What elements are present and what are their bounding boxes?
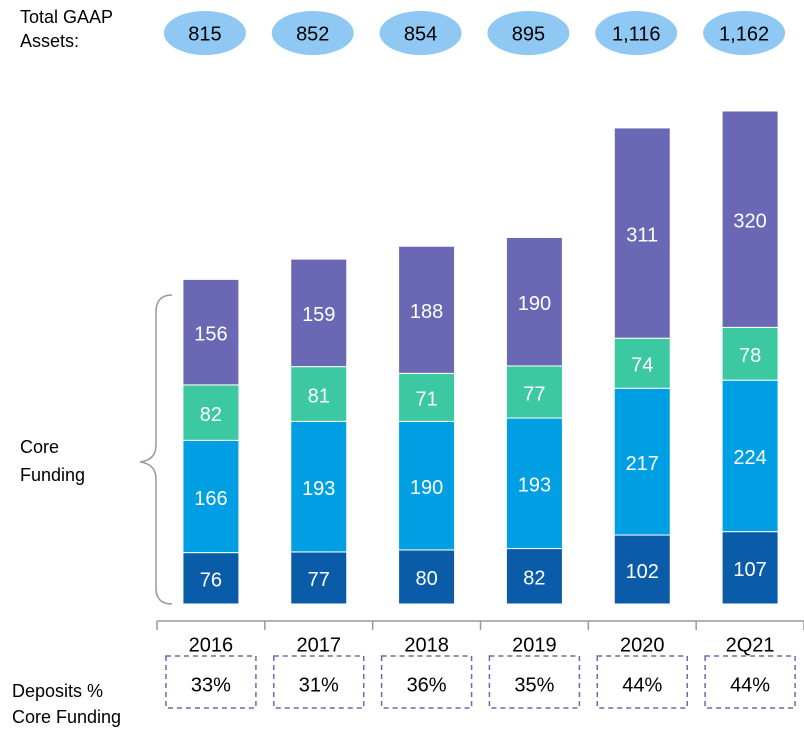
bar-segment xyxy=(398,245,456,374)
value-label: 78 xyxy=(739,345,761,367)
value-label: 320 xyxy=(733,210,766,232)
bar-segment xyxy=(613,337,671,389)
asset-bubble xyxy=(379,11,462,55)
assets-label: Total GAAP xyxy=(20,7,113,27)
deposit-box xyxy=(273,655,365,709)
value-label: 166 xyxy=(194,488,227,510)
bracket xyxy=(139,294,173,605)
bar-segment xyxy=(613,127,671,339)
deposits-label: Deposits % xyxy=(12,681,103,701)
bar-segment xyxy=(290,420,348,553)
bar-segment xyxy=(721,531,779,605)
deposit-value: 35% xyxy=(514,674,554,696)
value-label: 193 xyxy=(518,475,551,497)
deposit-box xyxy=(704,655,796,709)
deposit-value: 44% xyxy=(622,674,662,696)
bar-segment xyxy=(290,258,348,368)
x-tick-label: 2019 xyxy=(512,634,557,656)
value-label: 159 xyxy=(302,304,335,326)
asset-bubble xyxy=(163,11,246,55)
value-label: 156 xyxy=(194,323,227,345)
asset-bubble xyxy=(271,11,354,55)
value-label: 107 xyxy=(733,559,766,581)
value-label: 224 xyxy=(733,447,766,469)
bar-segment xyxy=(290,366,348,422)
value-label: 102 xyxy=(626,561,659,583)
value-label: 193 xyxy=(302,478,335,500)
asset-value: 1,162 xyxy=(719,23,769,45)
bar-segment xyxy=(398,549,456,605)
x-tick-label: 2Q21 xyxy=(726,634,775,656)
asset-value: 852 xyxy=(296,23,329,45)
value-label: 188 xyxy=(410,301,443,323)
bar-segment xyxy=(398,420,456,551)
value-label: 76 xyxy=(200,570,222,592)
deposits-label: Core Funding xyxy=(12,707,121,727)
value-label: 80 xyxy=(415,568,437,590)
bar-segment xyxy=(290,551,348,605)
x-tick-label: 2020 xyxy=(620,634,665,656)
deposit-box xyxy=(488,655,581,709)
asset-bubble xyxy=(487,11,570,55)
bar-segment xyxy=(613,534,671,605)
deposit-box xyxy=(596,655,688,709)
asset-value: 895 xyxy=(512,23,545,45)
bar-segment xyxy=(505,236,563,367)
asset-value: 1,116 xyxy=(612,23,661,45)
x-tick-label: 2016 xyxy=(189,634,234,656)
value-label: 190 xyxy=(518,293,551,315)
bracket-label: Funding xyxy=(20,465,85,485)
value-label: 81 xyxy=(308,385,330,407)
bar-segment xyxy=(721,326,779,381)
bar-segment xyxy=(182,278,240,386)
value-label: 77 xyxy=(308,569,330,591)
deposit-value: 36% xyxy=(407,674,447,696)
bar-segment xyxy=(182,439,240,554)
value-label: 82 xyxy=(523,568,545,590)
bar-segment xyxy=(505,417,563,550)
deposit-box xyxy=(380,655,473,709)
asset-bubble xyxy=(703,11,786,55)
asset-value: 815 xyxy=(188,23,221,45)
value-label: 217 xyxy=(626,453,659,475)
bar-segment xyxy=(505,365,563,419)
value-label: 190 xyxy=(410,477,443,499)
deposit-box xyxy=(165,655,257,709)
value-label: 82 xyxy=(200,404,222,426)
value-label: 77 xyxy=(523,383,545,405)
bar-segment xyxy=(182,552,240,605)
deposit-value: 33% xyxy=(191,674,231,696)
bar-segment xyxy=(721,110,779,328)
assets-label: Assets: xyxy=(20,31,79,51)
value-label: 71 xyxy=(415,389,437,411)
deposit-value: 44% xyxy=(730,674,770,696)
asset-bubble xyxy=(595,11,678,55)
asset-value: 854 xyxy=(404,23,437,45)
value-label: 74 xyxy=(631,355,653,377)
x-tick-label: 2018 xyxy=(404,634,449,656)
bar-segment xyxy=(505,548,563,605)
value-label: 311 xyxy=(626,224,658,246)
bar-segment xyxy=(721,379,779,533)
bar-segment xyxy=(613,387,671,536)
deposit-value: 31% xyxy=(299,674,339,696)
bracket-label: Core xyxy=(20,437,59,457)
x-tick-label: 2017 xyxy=(297,634,342,656)
